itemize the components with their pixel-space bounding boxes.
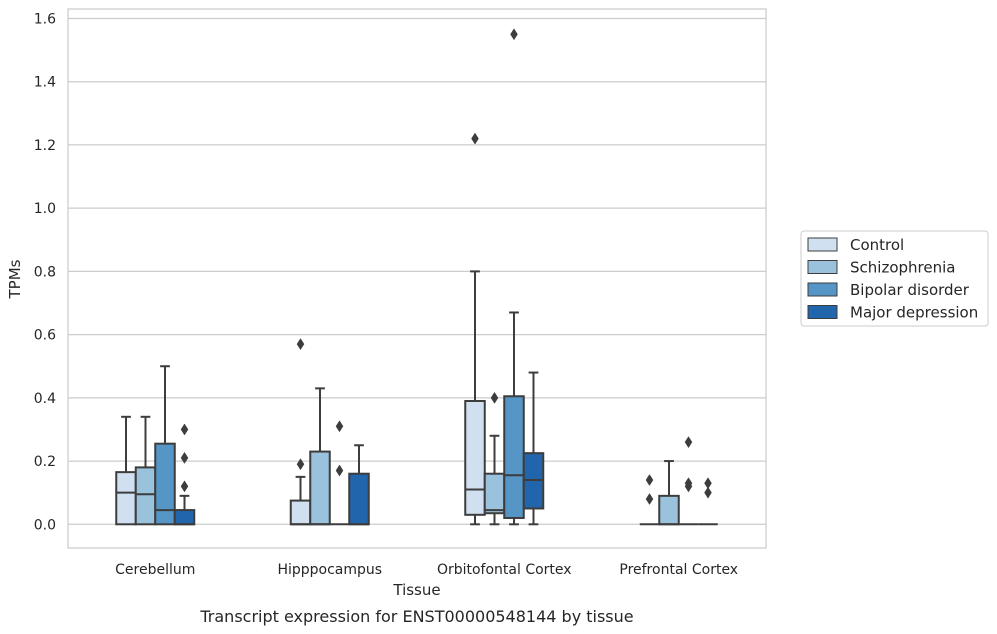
outlier-point <box>684 436 693 449</box>
y-axis-label: TPMs <box>6 259 24 299</box>
legend-swatch <box>807 237 838 252</box>
outlier-point <box>684 477 693 490</box>
y-tick-label: 0.4 <box>34 391 56 407</box>
box-bipolar-disorder <box>154 365 176 526</box>
y-tick-label: 0.0 <box>34 517 56 533</box>
y-tick-label: 1.4 <box>34 75 56 91</box>
box-major-depression <box>698 477 718 526</box>
box-body <box>289 499 312 526</box>
chart-caption: Transcript expression for ENST0000054814… <box>199 607 633 626</box>
outlier-point <box>180 480 189 493</box>
box-control <box>289 338 312 526</box>
x-tick-label: Prefrontal Cortex <box>619 562 738 578</box>
x-tick-label: Cerebellum <box>115 562 195 578</box>
box-major-depression <box>522 371 545 526</box>
plot-frame <box>67 8 767 549</box>
box-body <box>348 472 370 526</box>
outlier-point <box>510 28 518 41</box>
y-tick-label: 0.2 <box>34 454 56 470</box>
box-body <box>154 442 176 526</box>
x-tick-label: Orbitofontal Cortex <box>437 562 572 578</box>
legend-frame <box>800 230 989 327</box>
x-axis-label: Tissue <box>392 581 440 599</box>
legend-label: Bipolar disorder <box>850 281 970 299</box>
box-body <box>483 472 506 515</box>
box-body <box>503 395 525 519</box>
legend: Control Schizophrenia Bipolar disorder Majo… <box>800 230 989 327</box>
outlier-point <box>180 423 189 436</box>
outlier-point <box>335 420 344 433</box>
box-body <box>658 494 680 526</box>
outlier-point <box>704 486 712 499</box>
box-schizophrenia <box>658 460 680 526</box>
y-tick-label: 1.2 <box>34 138 56 154</box>
outlier-point <box>180 451 189 464</box>
y-tick-labels: 0.0 0.2 0.4 0.6 0.8 1.0 1.2 1.4 1.6 <box>34 11 56 533</box>
box-body <box>309 450 331 526</box>
legend-swatch <box>807 282 838 297</box>
outlier-point <box>704 477 712 490</box>
box-bipolar-disorder <box>329 420 350 526</box>
box-schizophrenia <box>309 387 331 526</box>
legend-swatch <box>807 305 838 319</box>
y-tick-label: 0.8 <box>34 264 56 280</box>
legend-label: Major depression <box>850 304 978 322</box>
box-control <box>639 474 660 526</box>
y-tick-label: 0.6 <box>34 328 56 344</box>
y-tick-label: 1.6 <box>34 11 56 27</box>
box-body <box>134 466 157 526</box>
legend-label: Control <box>850 236 904 254</box>
outlier-point <box>335 464 344 477</box>
box-major-depression <box>348 444 370 526</box>
outlier-point <box>490 391 499 404</box>
x-tick-labels: Cerebellum Hipppocampus Orbitofontal Corte… <box>115 562 738 578</box>
box-body <box>115 471 137 526</box>
legend-swatch <box>807 260 838 274</box>
box-bipolar-disorder <box>678 436 699 526</box>
box-body <box>173 509 196 526</box>
outlier-point <box>645 474 654 486</box>
outlier-point <box>471 132 479 145</box>
boxes-layer <box>115 28 718 526</box>
outlier-point <box>296 458 305 471</box>
box-control <box>115 415 137 526</box>
box-schizophrenia <box>134 415 157 526</box>
outlier-point <box>645 493 654 505</box>
box-control <box>464 132 486 526</box>
box-body <box>464 400 486 516</box>
box-major-depression <box>173 423 196 526</box>
y-tick-label: 1.0 <box>34 201 56 217</box>
box-schizophrenia <box>483 391 506 526</box>
x-tick-label: Hipppocampus <box>277 562 382 578</box>
outlier-point <box>296 338 305 351</box>
box-bipolar-disorder <box>503 28 525 526</box>
legend-label: Schizophrenia <box>850 259 955 277</box>
